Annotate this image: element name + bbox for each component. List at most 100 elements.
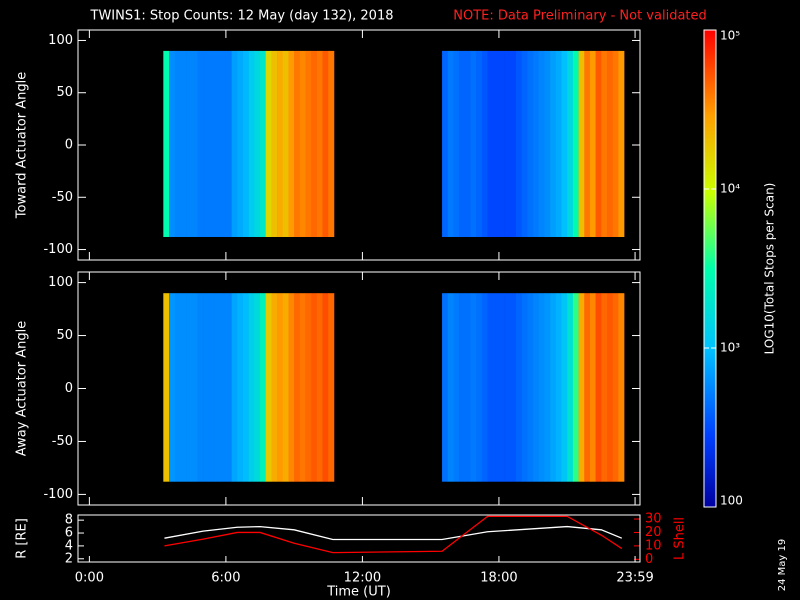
heat-cell bbox=[186, 50, 193, 238]
heat-cell bbox=[225, 293, 232, 482]
heat-cell bbox=[487, 50, 494, 238]
heat-cell bbox=[538, 50, 545, 238]
heat-cell bbox=[515, 293, 522, 482]
heat-cell bbox=[197, 293, 204, 482]
heat-cell bbox=[521, 50, 528, 238]
y2-tick-label: 20 bbox=[645, 525, 662, 540]
heat-cell bbox=[578, 293, 585, 482]
heat-cell bbox=[282, 293, 289, 482]
heat-cell bbox=[504, 50, 511, 238]
plot-frame bbox=[77, 271, 641, 506]
heat-cell bbox=[527, 50, 534, 238]
heat-cell bbox=[169, 293, 176, 482]
heat-cell bbox=[481, 50, 488, 238]
chart-title: TWINS1: Stop Counts: 12 May (day 132), 2… bbox=[90, 9, 394, 24]
heat-cell bbox=[299, 50, 306, 238]
heat-cell bbox=[197, 50, 204, 238]
heat-cell bbox=[203, 293, 210, 482]
heat-cell bbox=[328, 293, 335, 482]
heat-cell bbox=[578, 50, 585, 238]
x-tick-label: 12:00 bbox=[344, 571, 381, 586]
heat-cell bbox=[254, 293, 261, 482]
colorbar-tick-label: 10⁴ bbox=[720, 182, 740, 196]
heat-cell bbox=[498, 50, 505, 238]
heat-cell bbox=[589, 50, 596, 238]
y-axis-label: Away Actuator Angle bbox=[15, 321, 30, 456]
heat-cell bbox=[459, 293, 466, 482]
heat-cell bbox=[493, 50, 500, 238]
heat-cell bbox=[277, 293, 284, 482]
heat-cell bbox=[493, 293, 500, 482]
heat-cell bbox=[595, 50, 602, 238]
heat-cell bbox=[208, 50, 215, 238]
y2-tick-label: 10 bbox=[645, 538, 662, 553]
heat-cell bbox=[254, 50, 261, 238]
heat-cell bbox=[231, 50, 238, 238]
heat-cell bbox=[328, 50, 335, 238]
heat-cell bbox=[180, 293, 187, 482]
heat-cell bbox=[544, 50, 551, 238]
y-tick-label: 6 bbox=[65, 526, 73, 541]
heat-cell bbox=[618, 50, 625, 238]
y-tick-label: 100 bbox=[48, 33, 73, 48]
y-tick-label: 100 bbox=[48, 275, 73, 290]
heat-cell bbox=[322, 293, 329, 482]
heat-cell bbox=[294, 50, 301, 238]
heat-cell bbox=[572, 50, 579, 238]
heat-cell bbox=[294, 293, 301, 482]
heat-cell bbox=[305, 293, 312, 482]
heat-cell bbox=[316, 50, 323, 238]
heat-cell bbox=[533, 293, 540, 482]
plot-frame bbox=[77, 514, 641, 563]
heat-cell bbox=[544, 293, 551, 482]
y-tick-label: 2 bbox=[65, 551, 73, 566]
y-tick-label: 8 bbox=[65, 513, 73, 528]
y-tick-label: 0 bbox=[65, 381, 73, 396]
heat-cell bbox=[214, 50, 221, 238]
heat-cell bbox=[561, 293, 568, 482]
heat-cell bbox=[442, 50, 449, 238]
heat-cell bbox=[186, 293, 193, 482]
heat-cell bbox=[550, 293, 557, 482]
heat-cell bbox=[191, 293, 198, 482]
colorbar-label: LOG10(Total Stops per Scan) bbox=[763, 183, 777, 355]
heat-cell bbox=[510, 293, 517, 482]
x-axis-label: Time (UT) bbox=[326, 585, 391, 600]
heat-cell bbox=[567, 293, 574, 482]
heat-cell bbox=[555, 293, 562, 482]
heat-cell bbox=[521, 293, 528, 482]
y-tick-label: -100 bbox=[43, 242, 73, 257]
y-tick-label: 0 bbox=[65, 138, 73, 153]
heat-cell bbox=[260, 293, 267, 482]
colorbar-tick-label: 100 bbox=[720, 494, 743, 508]
heat-cell bbox=[305, 50, 312, 238]
colorbar bbox=[703, 29, 717, 508]
heat-cell bbox=[464, 50, 471, 238]
heat-cell bbox=[567, 50, 574, 238]
heat-cell bbox=[470, 293, 477, 482]
heat-cell bbox=[271, 50, 278, 238]
heat-cell bbox=[169, 50, 176, 238]
heat-cell bbox=[589, 293, 596, 482]
heat-cell bbox=[515, 50, 522, 238]
series-line bbox=[164, 525, 623, 541]
heat-cell bbox=[584, 293, 591, 482]
y2-tick-label: 30 bbox=[645, 512, 662, 527]
heat-cell bbox=[311, 293, 318, 482]
heat-cell bbox=[572, 293, 579, 482]
x-tick-label: 23:59 bbox=[616, 571, 653, 586]
heat-cell bbox=[277, 50, 284, 238]
note: NOTE: Data Preliminary - Not validated bbox=[453, 9, 707, 24]
heat-cell bbox=[601, 50, 608, 238]
heat-cell bbox=[242, 293, 249, 482]
heat-cell bbox=[510, 50, 517, 238]
heat-cell bbox=[265, 293, 272, 482]
heat-cell bbox=[288, 293, 295, 482]
heat-cell bbox=[220, 50, 227, 238]
heat-cell bbox=[231, 293, 238, 482]
heat-cell bbox=[447, 50, 454, 238]
heat-cell bbox=[561, 50, 568, 238]
heat-cell bbox=[470, 50, 477, 238]
y-tick-label: -50 bbox=[52, 190, 73, 205]
